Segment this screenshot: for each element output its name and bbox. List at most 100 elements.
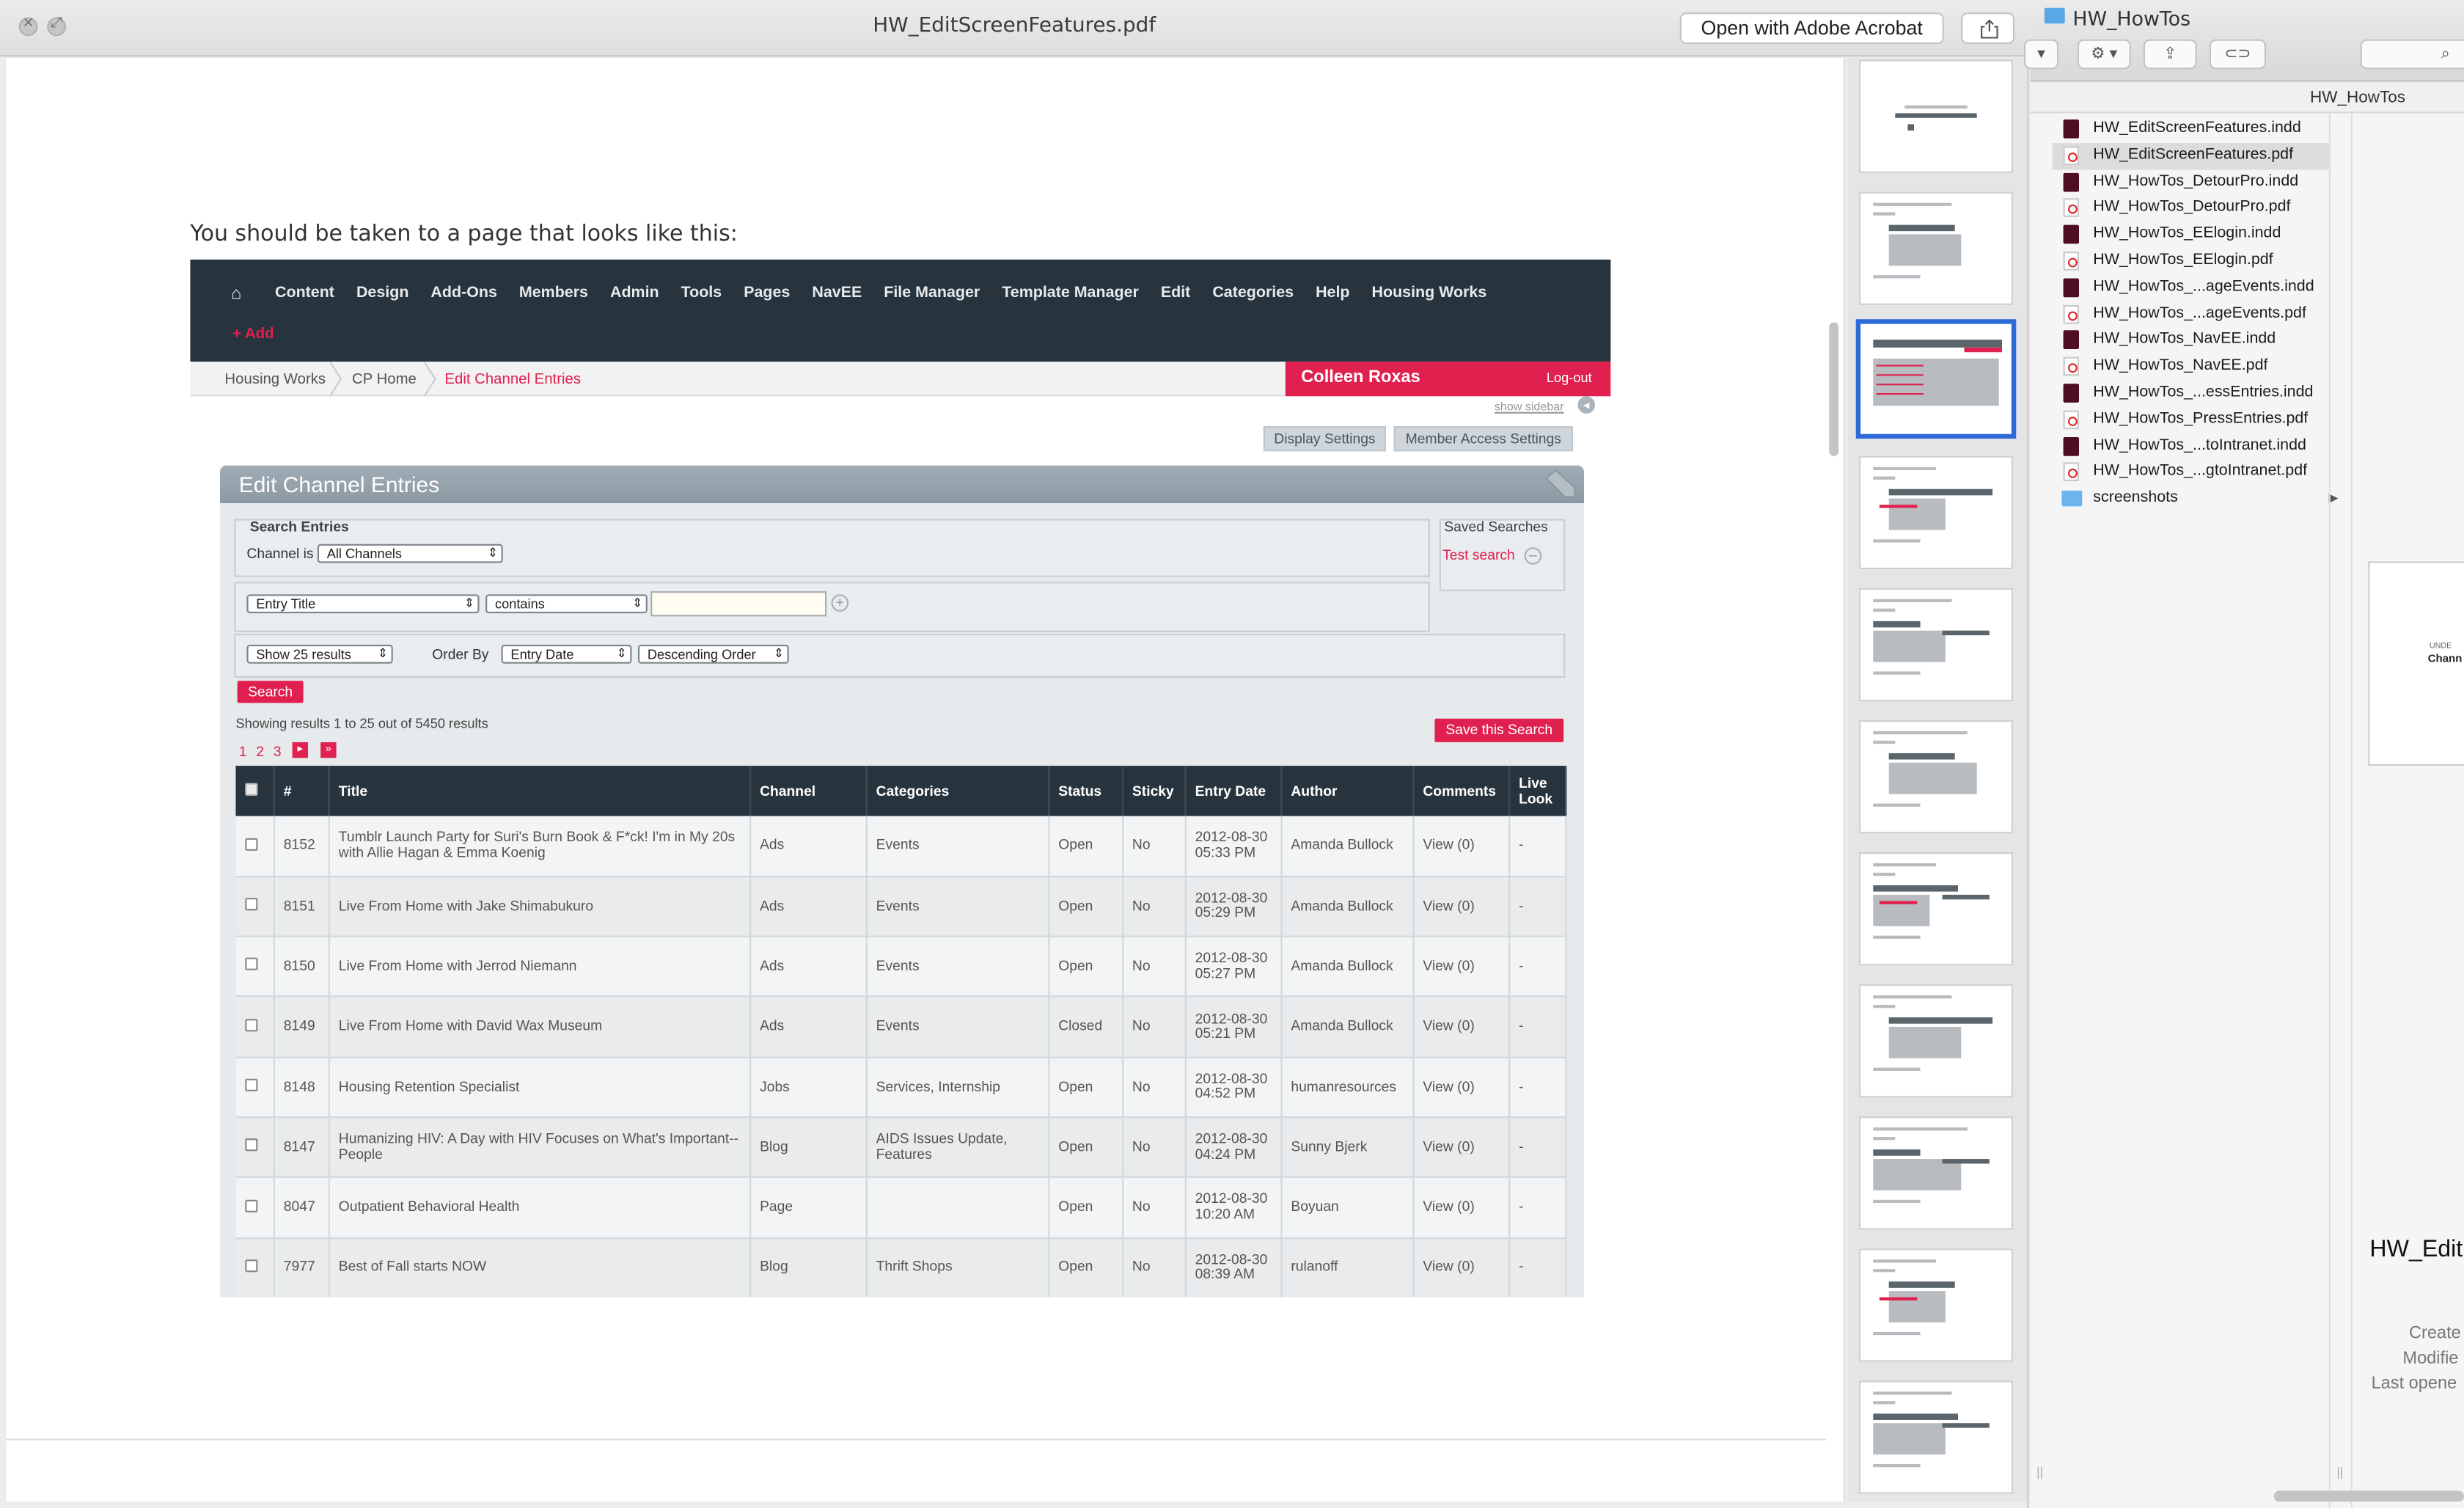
row-select-cell — [235, 1237, 274, 1297]
page-link-1: 1 — [238, 744, 247, 760]
thumbnail-graphic — [1873, 1413, 1958, 1420]
thumbnail-graphic — [1876, 384, 1924, 386]
thumbnail-graphic — [1873, 476, 1896, 479]
file-item[interactable]: HW_HowTos_...essEntries.indd — [2053, 381, 2329, 407]
page-thumbnail[interactable] — [1859, 720, 2013, 834]
thumbnail-graphic — [1873, 1463, 1921, 1467]
add-link: + Add — [232, 325, 274, 343]
file-item[interactable]: HW_HowTos_...gtoIntranet.pdf — [2053, 460, 2329, 486]
open-with-acrobat-button[interactable]: Open with Adobe Acrobat — [1679, 12, 1944, 45]
file-item[interactable]: HW_EditScreenFeatures.indd — [2053, 117, 2329, 143]
search-field[interactable]: ⌕ — [2360, 39, 2464, 70]
cell-live: - — [1508, 996, 1566, 1058]
resize-handle[interactable]: || — [2336, 1465, 2344, 1480]
cell-categories: Events — [865, 816, 1049, 877]
page-link-3: 3 — [273, 744, 282, 760]
page-link-2: 2 — [256, 744, 265, 760]
page-thumbnail[interactable] — [1859, 1248, 2013, 1362]
page-thumbnail[interactable] — [1859, 588, 2013, 702]
cell-title: Outpatient Behavioral Health — [328, 1177, 751, 1239]
cell-id: 8148 — [273, 1057, 329, 1119]
thumbnail-graphic — [1873, 608, 1896, 611]
thumbnail-graphic — [1873, 1331, 1921, 1335]
file-item[interactable]: HW_EditScreenFeatures.pdf — [2052, 142, 2329, 169]
cell-status: Open — [1048, 816, 1123, 877]
breadcrumb-item: Edit Channel Entries — [444, 370, 582, 389]
file-item[interactable]: HW_HowTos_NavEE.pdf — [2053, 354, 2329, 381]
thumbnail-graphic — [1873, 630, 1946, 662]
column-divider[interactable] — [2328, 113, 2331, 1508]
thumbnail-graphic — [1873, 202, 1952, 205]
cell-categories — [865, 1177, 1049, 1239]
cell-categories: AIDS Issues Update, Features — [865, 1117, 1049, 1179]
tag-icon: ⊂⊃ — [2224, 45, 2251, 63]
tags-button[interactable]: ⊂⊃ — [2209, 39, 2266, 70]
thumbnail-graphic — [1873, 740, 1896, 743]
share-button[interactable] — [1961, 12, 2015, 45]
cell-status: Open — [1048, 1057, 1123, 1119]
file-item[interactable]: HW_HowTos_EElogin.indd — [2053, 222, 2329, 249]
order-by-label: Order By — [432, 646, 489, 662]
page-thumbnail[interactable] — [1859, 1116, 2013, 1230]
row-checkbox — [245, 898, 258, 911]
file-item[interactable]: HW_HowTos_EElogin.pdf — [2053, 249, 2329, 275]
nav-item: Admin — [609, 285, 659, 302]
page-thumbnail[interactable] — [1859, 852, 2013, 966]
row-select-cell — [235, 936, 274, 998]
nav-item: Template Manager — [1002, 285, 1139, 302]
page-thumbnail[interactable] — [1859, 59, 2013, 173]
cell-status: Closed — [1048, 996, 1123, 1058]
column-divider[interactable] — [2350, 113, 2353, 1508]
file-name: HW_HowTos_EElogin.pdf — [2093, 251, 2273, 269]
cell-title: Housing Retention Specialist — [328, 1057, 751, 1119]
horizontal-scrollbar[interactable] — [2273, 1490, 2464, 1502]
breadcrumb-item: Housing Works — [224, 370, 326, 389]
row-select-cell — [235, 876, 274, 937]
indesign-file-icon — [2063, 436, 2079, 455]
file-item[interactable]: HW_HowTos_...ageEvents.indd — [2053, 275, 2329, 301]
column-header: Comments — [1412, 766, 1510, 816]
file-name: HW_HowTos_EElogin.indd — [2093, 224, 2281, 243]
cell-channel: Blog — [749, 1237, 867, 1297]
table-row: 8147 Humanizing HIV: A Day with HIV Focus… — [235, 1117, 1566, 1179]
file-item[interactable]: HW_HowTos_DetourPro.indd — [2053, 169, 2329, 196]
file-item[interactable]: HW_HowTos_NavEE.indd — [2053, 328, 2329, 354]
nav-item: Add-Ons — [430, 285, 497, 302]
thumbnail-graphic — [1873, 872, 1896, 876]
column-header: Categories — [865, 766, 1049, 816]
cell-sticky: No — [1122, 996, 1186, 1058]
thumbnail-graphic — [1888, 1017, 1993, 1024]
view-mode-button[interactable]: ▾ — [2024, 39, 2059, 70]
file-name: screenshots — [2093, 489, 2178, 507]
folder-item[interactable]: screenshots ▶ — [2053, 486, 2339, 513]
share-button[interactable]: ⇪ — [2143, 39, 2197, 70]
cell-date: 2012-08-30 05:27 PM — [1184, 936, 1282, 998]
close-button[interactable]: × — [18, 15, 38, 37]
thumbnail-graphic — [1879, 505, 1918, 508]
file-item[interactable]: HW_HowTos_...toIntranet.indd — [2053, 433, 2329, 460]
select-all-checkbox — [245, 783, 258, 796]
thumbnail-graphic — [1888, 753, 1955, 760]
file-item[interactable]: HW_HowTos_DetourPro.pdf — [2053, 196, 2329, 222]
cell-sticky: No — [1122, 1177, 1186, 1239]
document-scrollbar[interactable] — [1826, 63, 1838, 1502]
page-thumbnail[interactable] — [1859, 1380, 2013, 1494]
action-gear-button[interactable]: ⚙ ▾ — [2077, 39, 2131, 70]
page-thumbnail[interactable] — [1855, 319, 2017, 439]
page-thumbnail[interactable] — [1859, 984, 2013, 1098]
cell-title: Humanizing HIV: A Day with HIV Focuses o… — [328, 1117, 751, 1179]
cell-status: Open — [1048, 1117, 1123, 1179]
page-thumbnail[interactable] — [1859, 191, 2013, 305]
page-thumbnail[interactable] — [1859, 455, 2013, 570]
cell-comments: View (0) — [1412, 1177, 1510, 1239]
cell-author: Amanda Bullock — [1280, 876, 1414, 937]
resize-handle[interactable]: || — [2036, 1465, 2044, 1480]
thumbnail-graphic — [1895, 113, 1977, 118]
cell-sticky: No — [1122, 876, 1186, 937]
file-item[interactable]: HW_HowTos_PressEntries.pdf — [2053, 407, 2329, 433]
modified-label: Modifie — [2402, 1349, 2459, 1369]
scrollbar-thumb[interactable] — [1829, 322, 1839, 456]
cell-live: - — [1508, 816, 1566, 877]
file-item[interactable]: HW_HowTos_...ageEvents.pdf — [2053, 301, 2329, 328]
fullscreen-button[interactable]: ⤢ — [47, 15, 66, 37]
